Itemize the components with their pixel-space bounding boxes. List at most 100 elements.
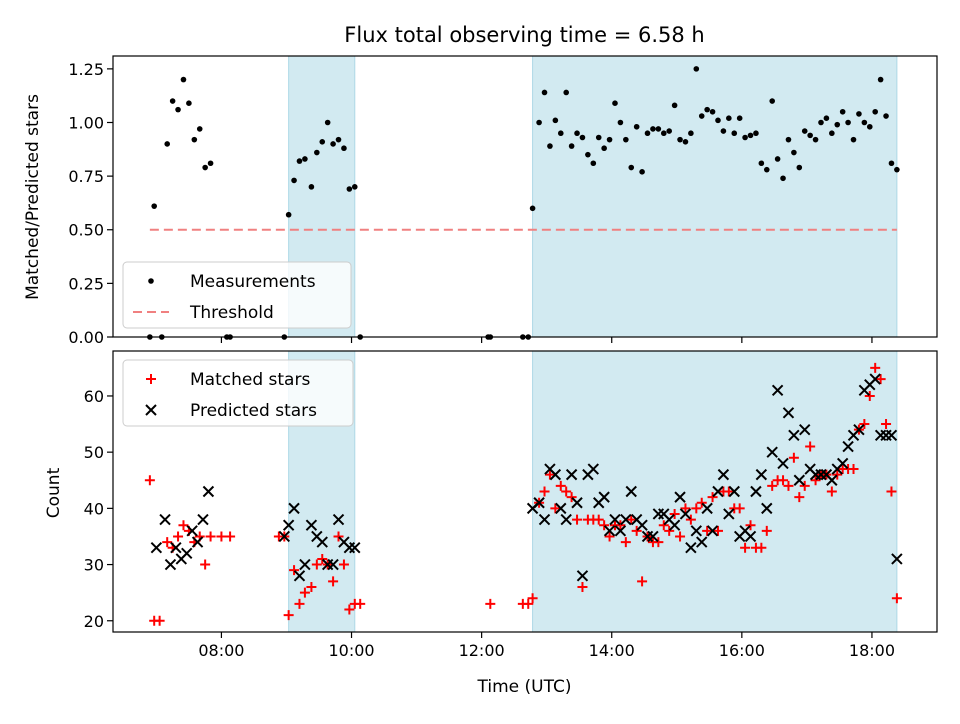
predicted-star-point <box>717 468 730 481</box>
matched-star-point <box>664 525 675 536</box>
matched-star-point <box>859 419 870 430</box>
measurement-point <box>308 184 315 190</box>
measurement-point <box>688 130 694 137</box>
matched-star-point <box>344 604 355 615</box>
x-tick-label: 18:00 <box>849 641 895 660</box>
predicted-star-point <box>202 485 215 498</box>
predicted-star-point <box>636 519 648 531</box>
matched-star-point <box>205 531 216 542</box>
matched-star-point <box>615 520 626 531</box>
predicted-star-point <box>674 491 686 503</box>
measurement-point <box>655 126 662 132</box>
measurement-point <box>774 156 781 162</box>
matched-star-point <box>200 559 211 570</box>
predicted-star-point <box>181 547 193 560</box>
predicted-star-point <box>159 513 171 526</box>
matched-star-point <box>891 593 902 604</box>
bottom-y-axis-label: Count <box>44 467 64 518</box>
measurement-point <box>796 164 803 171</box>
measurement-point <box>731 130 738 137</box>
matched-star-point <box>870 362 881 373</box>
measurement-point <box>557 130 564 137</box>
legend-marker <box>148 278 154 284</box>
y-tick-label: 1.25 <box>68 60 104 79</box>
predicted-star-point <box>150 541 163 554</box>
measurement-point <box>346 186 353 192</box>
predicted-star-point <box>799 423 811 436</box>
matched-star-point <box>144 475 155 486</box>
matched-star-point <box>294 598 305 609</box>
measurement-point <box>202 164 208 171</box>
x-tick-label: 16:00 <box>719 641 765 660</box>
measurement-point <box>601 145 607 152</box>
predicted-star-point <box>696 536 708 548</box>
measurement-point <box>633 123 640 130</box>
matched-star-point <box>805 441 816 452</box>
predicted-star-point <box>842 440 854 453</box>
measurement-point <box>563 89 569 96</box>
predicted-star-point <box>620 513 632 526</box>
matched-star-point <box>289 565 300 576</box>
bottom-panel: 08:00 10:00 12:00 14:00 16:00 18:00 20 30 40 50 60… <box>84 350 938 660</box>
matched-star-point <box>707 492 718 503</box>
predicted-star-point <box>853 423 865 436</box>
measurement-point <box>850 136 857 143</box>
predicted-star-point <box>647 530 659 543</box>
measurement-point <box>319 139 326 145</box>
predicted-star-point <box>712 485 724 498</box>
measurement-point <box>191 136 198 143</box>
measurement-point <box>666 128 672 134</box>
measurement-point <box>753 130 759 137</box>
matched-star-point <box>154 615 165 626</box>
predicted-star-point <box>288 502 300 515</box>
matched-star-point <box>173 531 184 542</box>
measurement-point <box>736 115 743 122</box>
matched-star-point <box>734 503 745 514</box>
matched-star-point <box>881 419 892 430</box>
matched-star-point <box>723 486 734 497</box>
measurement-point <box>818 119 824 126</box>
measurement-point <box>877 76 884 83</box>
legend: Matched stars Predicted stars <box>122 359 354 427</box>
predicted-star-point <box>679 508 692 520</box>
measurement-point <box>180 76 187 83</box>
y-tick-label: 30 <box>84 556 104 575</box>
legend-label: Measurements <box>190 272 316 292</box>
matched-star-point <box>756 542 767 553</box>
matched-star-point <box>799 480 810 491</box>
matched-star-point <box>631 525 642 536</box>
predicted-star-point <box>723 508 735 520</box>
measurement-point <box>335 136 342 143</box>
measurement-point <box>834 121 841 128</box>
measurement-point <box>175 106 181 113</box>
measurement-point <box>296 158 303 164</box>
x-tick-label: 14:00 <box>589 641 635 660</box>
measurement-point <box>606 136 613 143</box>
legend-label: Matched stars <box>190 370 310 390</box>
measurement-point <box>151 203 157 209</box>
predicted-star-point <box>598 491 610 503</box>
measurement-point <box>894 166 900 173</box>
predicted-star-point <box>609 513 621 526</box>
predicted-star-point <box>533 497 545 509</box>
matched-star-point <box>691 503 702 514</box>
y-tick-label: 0.25 <box>68 274 104 293</box>
measurement-point <box>704 106 710 113</box>
matched-star-point <box>712 525 723 536</box>
legend-box <box>122 359 354 427</box>
measurement-point <box>807 132 813 139</box>
measurement-point <box>872 108 878 115</box>
measurement-point <box>671 102 678 109</box>
matched-star-point <box>761 525 772 536</box>
predicted-star-point <box>728 485 740 498</box>
matched-star-point <box>810 475 821 486</box>
measurement-point <box>845 119 851 126</box>
matched-star-point <box>333 531 344 542</box>
matched-star-point <box>604 531 615 542</box>
matched-star-point <box>696 497 707 508</box>
measurement-point <box>856 111 862 117</box>
matched-star-point <box>788 452 799 463</box>
predicted-star-point <box>826 474 838 486</box>
matched-star-point <box>745 520 756 531</box>
predicted-star-point <box>788 429 800 442</box>
